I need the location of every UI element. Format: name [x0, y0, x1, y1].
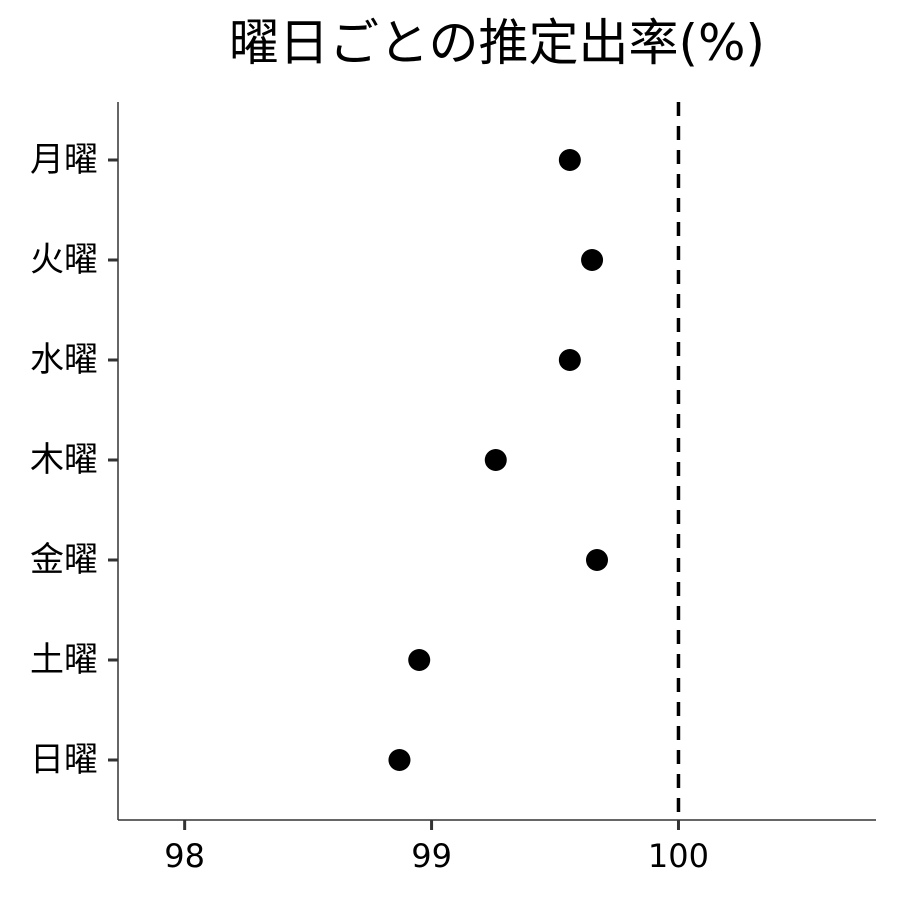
data-point-5: [585, 549, 608, 571]
data-point-7: [388, 749, 411, 771]
y-tick-label: 水曜: [30, 340, 98, 380]
y-tick-label: 金曜: [30, 540, 98, 580]
y-tick-label: 土曜: [30, 640, 98, 680]
data-point-2: [581, 249, 604, 271]
x-tick-label: 98: [164, 837, 205, 875]
data-point-4: [484, 449, 507, 471]
data-point-1: [558, 149, 581, 171]
data-point-3: [558, 349, 581, 371]
data-point-6: [408, 649, 431, 671]
y-tick-label: 火曜: [30, 240, 98, 280]
y-tick-label: 日曜: [30, 740, 98, 780]
y-tick-label: 月曜: [30, 140, 98, 180]
data-points: [388, 149, 608, 771]
x-tick-label: 100: [648, 837, 709, 875]
y-tick-label: 木曜: [30, 440, 98, 480]
chart-title: 曜日ごとの推定出率(%): [228, 14, 766, 72]
x-tick-label: 99: [411, 837, 452, 875]
x-axis-ticks: 98 99 100: [164, 820, 709, 875]
